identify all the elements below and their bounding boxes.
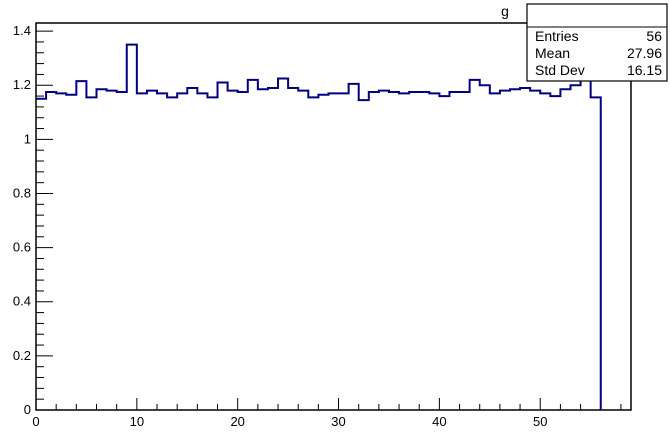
axis-ticks	[35, 30, 622, 411]
chart-title-fragment: g	[501, 3, 509, 19]
stats-box: Entries 56 Mean 27.96 Std Dev 16.15	[526, 3, 668, 82]
x-tick-label: 50	[533, 414, 547, 429]
y-tick-label: 1.2	[13, 77, 31, 92]
x-tick-label: 10	[130, 414, 144, 429]
y-tick-label: 0	[24, 402, 31, 417]
x-tick-label: 30	[331, 414, 345, 429]
stats-entries-value: 56	[646, 28, 662, 44]
plot-frame	[35, 22, 632, 411]
stats-mean-label: Mean	[535, 45, 570, 61]
x-tick-label: 40	[432, 414, 446, 429]
stats-mean-value: 27.96	[627, 45, 662, 61]
x-tick-label: 0	[32, 414, 39, 429]
y-tick-label: 0.4	[13, 294, 31, 309]
stats-stddev-label: Std Dev	[535, 62, 585, 78]
y-tick-label: 0.8	[13, 185, 31, 200]
stats-box-frame	[526, 3, 668, 82]
x-tick-label: 20	[230, 414, 244, 429]
stats-stddev-value: 16.15	[627, 62, 662, 78]
y-tick-label: 1.4	[13, 23, 31, 38]
y-tick-label: 0.2	[13, 348, 31, 363]
y-tick-label: 1	[24, 131, 31, 146]
axis-tick-labels: 0 10 20 30 40 50 0 0.2 0.4 0.6 0.8 1 1.2 1.4	[13, 23, 548, 429]
y-tick-label: 0.6	[13, 240, 31, 255]
histogram-series-line	[36, 43, 602, 410]
stats-entries-label: Entries	[535, 28, 579, 44]
